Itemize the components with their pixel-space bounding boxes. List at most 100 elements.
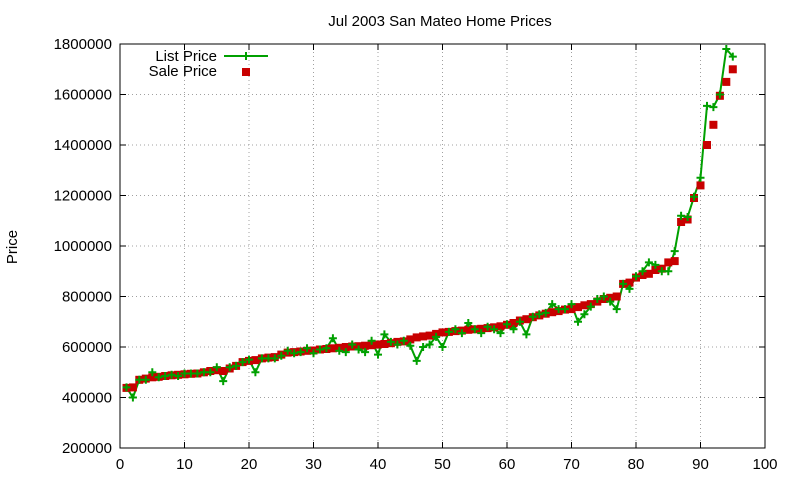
list-price-point	[670, 247, 679, 256]
list-price-point	[161, 372, 170, 380]
list-price-point	[606, 297, 615, 306]
x-tick-labels: 0 10 20 30 40 50 60 70 80 90 100	[116, 456, 778, 473]
list-price-point	[457, 329, 466, 338]
x-tick-label: 0	[116, 456, 124, 473]
list-price-point	[206, 368, 215, 377]
y-tick-label: 1800000	[54, 36, 112, 53]
list-price-point	[425, 340, 434, 349]
sale-price-point	[419, 332, 428, 341]
list-price-point	[444, 327, 453, 336]
list-price-point	[528, 312, 537, 321]
list-price-point	[128, 393, 137, 402]
list-price-point	[677, 211, 686, 220]
list-price-point	[361, 348, 370, 357]
sale-price-point	[580, 301, 589, 310]
sale-price-point	[464, 325, 473, 334]
list-price-point	[432, 332, 441, 341]
list-price-point	[722, 45, 731, 53]
y-tick-label: 800000	[62, 289, 112, 306]
sale-price-point	[651, 266, 660, 274]
y-tick-label: 1400000	[54, 137, 112, 154]
list-price-point	[328, 334, 337, 343]
sale-price-point	[677, 218, 686, 226]
list-price-point	[632, 272, 640, 281]
x-tick-label: 30	[305, 456, 322, 473]
list-price-point	[238, 358, 247, 367]
list-price-point	[535, 310, 544, 319]
list-price-point	[477, 329, 486, 338]
list-price-point	[483, 322, 492, 331]
sale-price-point	[612, 292, 621, 301]
list-price-point	[277, 351, 286, 360]
y-tick-label: 600000	[62, 339, 112, 356]
sale-price-point	[128, 383, 137, 392]
list-price-point	[393, 340, 402, 349]
x-tick-label: 20	[241, 456, 258, 473]
sale-price-point	[148, 373, 157, 382]
list-price-point	[283, 346, 292, 355]
list-price-point	[399, 336, 408, 345]
list-price-point	[470, 325, 479, 334]
x-tick-label: 10	[176, 456, 193, 473]
sale-price-point	[703, 141, 711, 149]
list-price-point	[406, 341, 415, 350]
list-price-point	[567, 300, 576, 309]
list-price-point	[232, 361, 241, 370]
list-price-point	[367, 336, 376, 345]
sale-price-point	[644, 269, 653, 278]
sale-price-point	[696, 181, 705, 190]
list-price-point	[522, 330, 531, 339]
sale-price-point	[341, 343, 350, 351]
x-tick-label: 90	[692, 456, 709, 473]
sale-price-point	[728, 65, 737, 74]
x-tick-label: 50	[434, 456, 451, 473]
sale-price-point	[664, 258, 673, 267]
list-price-point	[625, 284, 634, 293]
list-price-point	[309, 349, 318, 358]
x-tick-label: 100	[752, 456, 777, 473]
list-price-point	[315, 345, 324, 354]
grid-lines	[120, 44, 765, 448]
plot-frame	[119, 43, 766, 449]
y-tick-labels: 200000 400000 600000 800000 1000000 1200000 14…	[54, 36, 112, 457]
list-price-point	[290, 349, 299, 358]
sale-price-point	[412, 333, 421, 342]
list-price-point	[580, 310, 589, 319]
list-price-point	[548, 300, 557, 309]
list-price-point	[451, 325, 460, 334]
sale-price-point	[438, 328, 447, 337]
list-price-point	[380, 330, 389, 339]
list-price-point	[515, 317, 524, 326]
sale-price-point	[567, 305, 576, 314]
sale-price-point	[219, 367, 228, 375]
list-price-point	[212, 363, 221, 372]
list-price-point	[541, 308, 550, 317]
list-price-point	[148, 368, 157, 377]
list-price-point	[703, 101, 711, 110]
x-tick-label: 40	[370, 456, 387, 473]
list-price-point	[503, 320, 511, 329]
list-price-point	[593, 295, 602, 303]
chart-title: Jul 2003 San Mateo Home Prices	[328, 13, 551, 30]
list-price-point	[251, 368, 260, 377]
list-price-point	[167, 370, 176, 379]
y-tick-label: 1000000	[54, 238, 112, 255]
list-price-point	[341, 348, 350, 357]
list-price-point	[386, 337, 395, 346]
list-price-point	[193, 369, 202, 378]
legend: List Price Sale Price	[149, 48, 268, 80]
y-tick-label: 200000	[62, 440, 112, 457]
sale-price-point	[722, 77, 731, 86]
list-price-point	[715, 90, 724, 99]
sale-price-point	[509, 319, 518, 327]
list-price-point	[490, 325, 499, 334]
y-tick-label: 1200000	[54, 188, 112, 205]
list-price-point	[612, 305, 621, 314]
y-tick-label: 1600000	[54, 87, 112, 104]
list-price-point	[412, 356, 421, 365]
list-price-point	[709, 103, 718, 112]
list-price-point	[219, 377, 228, 386]
list-price-point	[728, 52, 737, 61]
sale-price-point	[361, 341, 370, 350]
